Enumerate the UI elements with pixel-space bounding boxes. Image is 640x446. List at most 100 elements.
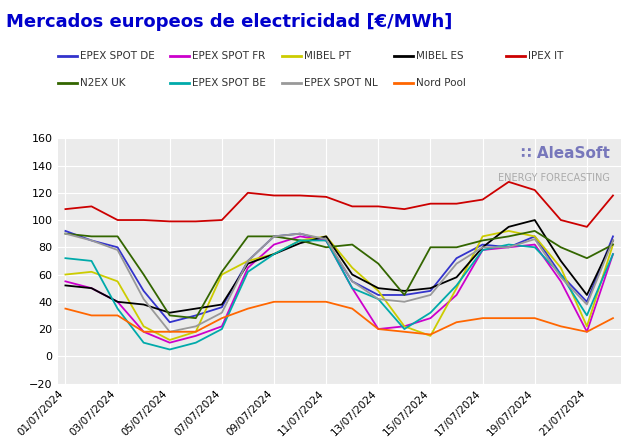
EPEX SPOT NL	[609, 238, 617, 243]
EPEX SPOT BE	[479, 248, 486, 253]
MIBEL ES	[401, 288, 408, 293]
Nord Pool	[609, 315, 617, 321]
EPEX SPOT FR	[114, 299, 122, 305]
EPEX SPOT NL	[166, 329, 173, 334]
EPEX SPOT BE	[244, 269, 252, 274]
MIBEL PT	[140, 324, 147, 329]
EPEX SPOT DE	[479, 242, 486, 247]
MIBEL ES	[479, 244, 486, 250]
MIBEL PT	[166, 337, 173, 343]
MIBEL ES	[218, 302, 226, 307]
N2EX UK	[374, 261, 382, 266]
N2EX UK	[270, 234, 278, 239]
EPEX SPOT NL	[270, 234, 278, 239]
Text: IPEX IT: IPEX IT	[528, 51, 563, 61]
MIBEL ES	[505, 224, 513, 230]
N2EX UK	[531, 228, 539, 234]
EPEX SPOT NL	[192, 324, 200, 329]
MIBEL ES	[140, 302, 147, 307]
EPEX SPOT FR	[140, 329, 147, 334]
MIBEL PT	[270, 252, 278, 257]
MIBEL ES	[452, 275, 460, 280]
IPEX IT	[348, 204, 356, 209]
EPEX SPOT DE	[609, 234, 617, 239]
EPEX SPOT BE	[140, 340, 147, 345]
IPEX IT	[114, 217, 122, 223]
EPEX SPOT DE	[531, 234, 539, 239]
Text: ENERGY FORECASTING: ENERGY FORECASTING	[498, 173, 609, 182]
Text: EPEX SPOT FR: EPEX SPOT FR	[192, 51, 265, 61]
EPEX SPOT BE	[348, 285, 356, 291]
IPEX IT	[452, 201, 460, 206]
EPEX SPOT DE	[348, 279, 356, 284]
EPEX SPOT BE	[583, 313, 591, 318]
Text: MIBEL ES: MIBEL ES	[416, 51, 463, 61]
EPEX SPOT FR	[166, 340, 173, 345]
Nord Pool	[557, 324, 564, 329]
EPEX SPOT FR	[452, 292, 460, 297]
EPEX SPOT FR	[192, 333, 200, 339]
N2EX UK	[61, 231, 69, 236]
EPEX SPOT DE	[323, 238, 330, 243]
MIBEL ES	[609, 238, 617, 243]
N2EX UK	[166, 313, 173, 318]
EPEX SPOT DE	[401, 292, 408, 297]
N2EX UK	[348, 242, 356, 247]
EPEX SPOT FR	[479, 248, 486, 253]
EPEX SPOT BE	[401, 326, 408, 332]
MIBEL ES	[88, 285, 95, 291]
EPEX SPOT FR	[401, 324, 408, 329]
Nord Pool	[296, 299, 304, 305]
EPEX SPOT BE	[609, 252, 617, 257]
MIBEL ES	[583, 292, 591, 297]
EPEX SPOT NL	[479, 244, 486, 250]
EPEX SPOT NL	[505, 244, 513, 250]
MIBEL PT	[583, 324, 591, 329]
MIBEL PT	[557, 265, 564, 270]
EPEX SPOT FR	[609, 252, 617, 257]
EPEX SPOT BE	[557, 272, 564, 277]
EPEX SPOT DE	[218, 305, 226, 310]
EPEX SPOT NL	[374, 297, 382, 302]
IPEX IT	[296, 193, 304, 198]
EPEX SPOT FR	[505, 244, 513, 250]
MIBEL ES	[296, 240, 304, 246]
Text: Mercados europeos de electricidad [€/MWh]: Mercados europeos de electricidad [€/MWh…	[6, 13, 452, 31]
Line: MIBEL ES: MIBEL ES	[65, 220, 613, 313]
EPEX SPOT FR	[348, 285, 356, 291]
MIBEL ES	[557, 258, 564, 264]
MIBEL PT	[218, 272, 226, 277]
MIBEL PT	[479, 234, 486, 239]
IPEX IT	[140, 217, 147, 223]
MIBEL PT	[348, 265, 356, 270]
MIBEL PT	[427, 333, 435, 339]
Line: MIBEL PT: MIBEL PT	[65, 231, 613, 340]
EPEX SPOT DE	[114, 244, 122, 250]
EPEX SPOT FR	[61, 279, 69, 284]
EPEX SPOT BE	[531, 244, 539, 250]
Text: MIBEL PT: MIBEL PT	[304, 51, 351, 61]
Nord Pool	[114, 313, 122, 318]
EPEX SPOT BE	[452, 283, 460, 288]
EPEX SPOT DE	[427, 288, 435, 293]
EPEX SPOT NL	[583, 302, 591, 307]
EPEX SPOT DE	[270, 234, 278, 239]
EPEX SPOT FR	[557, 279, 564, 284]
EPEX SPOT NL	[244, 258, 252, 264]
N2EX UK	[114, 234, 122, 239]
N2EX UK	[401, 292, 408, 297]
Nord Pool	[401, 329, 408, 334]
EPEX SPOT FR	[88, 285, 95, 291]
EPEX SPOT NL	[88, 238, 95, 243]
Line: EPEX SPOT NL: EPEX SPOT NL	[65, 234, 613, 332]
EPEX SPOT FR	[296, 234, 304, 239]
Nord Pool	[166, 329, 173, 334]
Line: IPEX IT: IPEX IT	[65, 182, 613, 227]
EPEX SPOT FR	[244, 265, 252, 270]
Nord Pool	[218, 315, 226, 321]
MIBEL ES	[192, 306, 200, 311]
MIBEL ES	[61, 283, 69, 288]
EPEX SPOT BE	[270, 252, 278, 257]
EPEX SPOT DE	[374, 292, 382, 297]
IPEX IT	[505, 179, 513, 185]
